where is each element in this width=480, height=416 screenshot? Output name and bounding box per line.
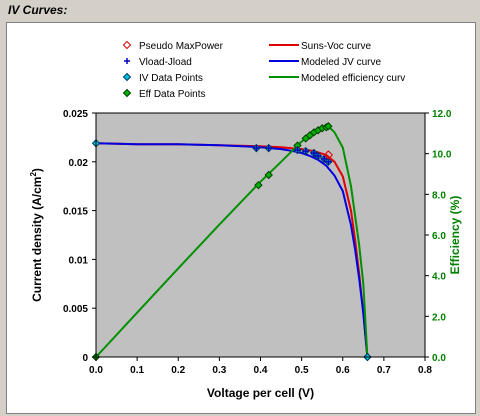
eff-data-point bbox=[264, 170, 273, 180]
vload-jload-point bbox=[302, 148, 309, 155]
x-tick-label: 0.6 bbox=[336, 365, 350, 376]
vload-jload-point bbox=[315, 152, 322, 159]
legend-swatch-iv bbox=[122, 72, 132, 82]
y-tick-label: 0.005 bbox=[63, 304, 88, 315]
legend-item-pseudo: Pseudo MaxPower bbox=[122, 40, 224, 52]
legend-label-iv: IV Data Points bbox=[139, 73, 203, 84]
y2-tick-label: 10.0 bbox=[432, 150, 452, 161]
y-tick-label: 0.015 bbox=[63, 207, 88, 218]
legend-item-suns_voc: Suns-Voc curve bbox=[269, 41, 371, 52]
legend-item-modeled_jv: Modeled JV curve bbox=[269, 57, 381, 68]
y-axis-title-close: ) bbox=[30, 168, 44, 172]
legend-label-vload: Vload-Jload bbox=[139, 57, 192, 68]
y-tick-label: 0.02 bbox=[69, 158, 89, 169]
y2-tick-label: 12.0 bbox=[432, 109, 452, 120]
y2-tick-label: 2.0 bbox=[432, 312, 446, 323]
x-axis-title: Voltage per cell (V) bbox=[207, 386, 314, 400]
eff-data-point bbox=[324, 122, 333, 131]
vload-jload-point bbox=[265, 145, 272, 152]
x-tick-label: 0.0 bbox=[89, 365, 103, 376]
x-tick-label: 0.8 bbox=[418, 365, 432, 376]
pseudo-maxpower-point bbox=[323, 150, 334, 160]
chart-area: 0.0 0.1 0.2 0.3 0.4 0.5 0.6 0.7 0.8 0 0.005 0.01 0.0… bbox=[6, 22, 476, 414]
x-tick-label: 0.7 bbox=[377, 365, 391, 376]
y-axis-title: Current density (A/cm2) bbox=[29, 168, 44, 302]
legend-item-modeled_eff: Modeled efficiency curv bbox=[269, 73, 405, 84]
y2-tick-label: 6.0 bbox=[432, 231, 446, 242]
legend-swatch-pseudo bbox=[122, 40, 132, 50]
vload-jload-point bbox=[310, 150, 317, 157]
x-tick-label: 0.4 bbox=[254, 365, 268, 376]
panel-title: IV Curves: bbox=[8, 3, 68, 17]
legend: Pseudo MaxPower Suns-Voc curve Vload-Jload… bbox=[122, 40, 405, 100]
y2-tick-label: 4.0 bbox=[432, 272, 446, 283]
vload-jload-point bbox=[253, 145, 260, 152]
legend-label-modeled_jv: Modeled JV curve bbox=[301, 57, 381, 68]
x-tick-label: 0.1 bbox=[130, 365, 144, 376]
legend-item-vload: Vload-Jload bbox=[124, 57, 192, 68]
vload-jload-point bbox=[294, 147, 301, 154]
y2-tick-label: 8.0 bbox=[432, 190, 446, 201]
modeled-jv-curve bbox=[95, 142, 369, 358]
eff-data-point bbox=[254, 180, 263, 190]
legend-swatch-vload bbox=[124, 58, 130, 64]
legend-label-suns_voc: Suns-Voc curve bbox=[301, 41, 371, 52]
legend-item-eff: Eff Data Points bbox=[122, 88, 206, 100]
legend-label-eff: Eff Data Points bbox=[139, 89, 206, 100]
legend-label-pseudo: Pseudo MaxPower bbox=[139, 41, 224, 52]
y-tick-label: 0.025 bbox=[63, 109, 88, 120]
iv-chart: 0.0 0.1 0.2 0.3 0.4 0.5 0.6 0.7 0.800.0050.010.0… bbox=[29, 40, 462, 400]
y-tick-label: 0.01 bbox=[69, 255, 89, 266]
x-tick-label: 0.3 bbox=[212, 365, 226, 376]
plot-background bbox=[96, 113, 425, 357]
y-axis-title-main: Current density (A/cm bbox=[30, 177, 44, 302]
legend-item-iv: IV Data Points bbox=[122, 72, 203, 84]
y2-axis-title: Efficiency (%) bbox=[448, 196, 462, 275]
y2-tick-label: 0.0 bbox=[432, 353, 446, 364]
legend-swatch-eff bbox=[122, 88, 132, 98]
axis-layer: 0.0 0.1 0.2 0.3 0.4 0.5 0.6 0.7 0.800.0050.010.0… bbox=[63, 109, 452, 376]
legend-label-modeled_eff: Modeled efficiency curv bbox=[301, 73, 405, 84]
y-tick-label: 0 bbox=[82, 353, 88, 364]
vload-jload-point bbox=[321, 155, 328, 162]
y-axis-title-superscript: 2 bbox=[29, 172, 38, 177]
x-tick-label: 0.5 bbox=[295, 365, 309, 376]
vload-jload-point bbox=[325, 158, 332, 165]
x-tick-label: 0.2 bbox=[171, 365, 185, 376]
